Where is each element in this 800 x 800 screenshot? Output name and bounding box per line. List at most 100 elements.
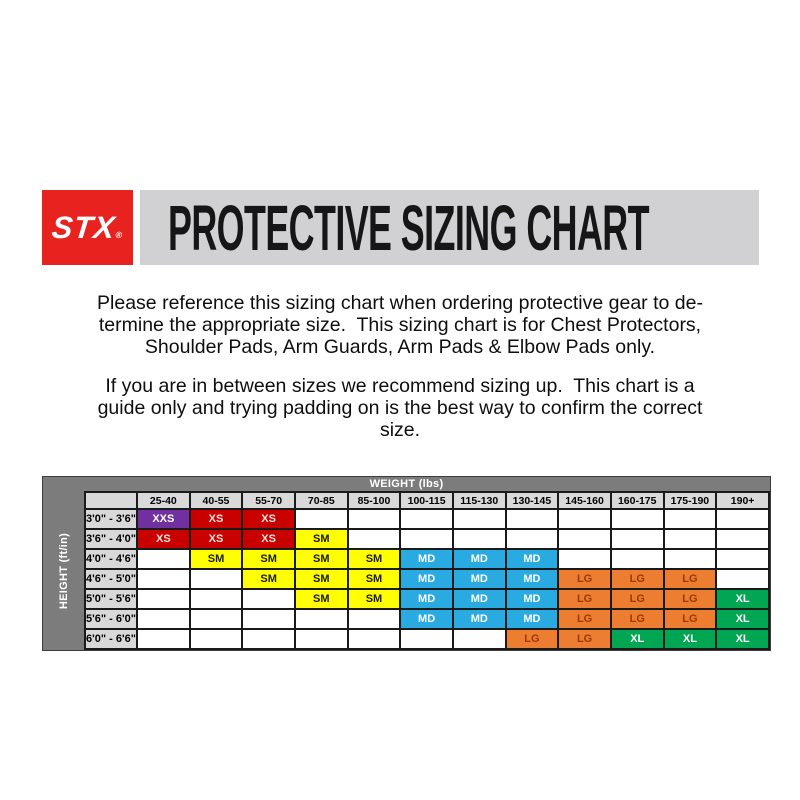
size-cell: XS bbox=[241, 528, 296, 550]
size-cell: LG bbox=[662, 568, 718, 590]
size-cell: LG bbox=[609, 568, 665, 590]
size-cell: MD bbox=[399, 568, 454, 590]
empty-cell bbox=[715, 508, 770, 530]
size-cell: XS bbox=[188, 508, 244, 530]
size-cell: XS bbox=[241, 508, 296, 530]
size-cell: MD bbox=[451, 568, 507, 590]
stx-logo: STX® bbox=[42, 190, 133, 265]
size-cell: XL bbox=[715, 588, 770, 610]
intro-text: Please reference this sizing chart when … bbox=[0, 292, 800, 441]
empty-cell bbox=[241, 608, 296, 630]
empty-cell bbox=[188, 628, 244, 650]
empty-cell bbox=[136, 588, 191, 610]
size-cell: SM bbox=[293, 528, 349, 550]
size-cell: SM bbox=[188, 548, 244, 570]
empty-cell bbox=[346, 528, 402, 550]
empty-cell bbox=[504, 528, 560, 550]
empty-cell bbox=[557, 548, 612, 570]
weight-col-header: 160-175 bbox=[609, 491, 665, 510]
size-cell: MD bbox=[399, 608, 454, 630]
empty-cell bbox=[293, 508, 349, 530]
size-cell: XS bbox=[188, 528, 244, 550]
size-cell: MD bbox=[399, 548, 454, 570]
size-cell: MD bbox=[451, 588, 507, 610]
empty-cell bbox=[451, 628, 507, 650]
table-row: 4'0" - 4'6" SM SM SM SM MD MD MD bbox=[84, 548, 770, 570]
size-cell: MD bbox=[399, 588, 454, 610]
size-cell: XXS bbox=[136, 508, 191, 530]
empty-cell bbox=[504, 508, 560, 530]
height-row-header: 4'0" - 4'6" bbox=[84, 548, 138, 570]
empty-cell bbox=[609, 528, 665, 550]
intro-paragraph-1: Please reference this sizing chart when … bbox=[97, 292, 703, 358]
weight-col-header: 130-145 bbox=[504, 491, 560, 510]
height-row-header: 3'6" - 4'0" bbox=[84, 528, 138, 550]
size-cell: LG bbox=[504, 628, 560, 650]
weight-axis-label: WEIGHT (lbs) bbox=[43, 477, 770, 491]
weight-col-header: 175-190 bbox=[662, 491, 718, 510]
size-cell: SM bbox=[241, 568, 296, 590]
weight-col-header: 115-130 bbox=[451, 491, 507, 510]
column-header-row: 25-40 40-55 55-70 70-85 85-100 100-115 115-130… bbox=[84, 491, 770, 510]
size-cell: XL bbox=[715, 608, 770, 630]
registered-mark-icon: ® bbox=[114, 230, 124, 240]
height-axis-label: HEIGHT (ft/in) bbox=[57, 532, 70, 609]
empty-cell bbox=[188, 588, 244, 610]
size-cell: XL bbox=[609, 628, 665, 650]
empty-cell bbox=[662, 508, 718, 530]
empty-cell bbox=[241, 628, 296, 650]
size-cell: SM bbox=[346, 568, 402, 590]
weight-col-header: 70-85 bbox=[293, 491, 349, 510]
size-cell: XS bbox=[136, 528, 191, 550]
corner-cell bbox=[84, 491, 138, 510]
empty-cell bbox=[346, 508, 402, 530]
empty-cell bbox=[241, 588, 296, 610]
size-cell: LG bbox=[557, 628, 612, 650]
size-cell: SM bbox=[293, 568, 349, 590]
empty-cell bbox=[662, 528, 718, 550]
weight-col-header: 25-40 bbox=[136, 491, 191, 510]
header-bar: STX® PROTECTIVE SIZING CHART bbox=[42, 190, 759, 265]
empty-cell bbox=[662, 548, 718, 570]
sizing-table-body: HEIGHT (ft/in) 25-40 40-55 55-70 70-85 85-10… bbox=[43, 491, 770, 650]
empty-cell bbox=[293, 628, 349, 650]
size-cell: LG bbox=[609, 608, 665, 630]
size-cell: MD bbox=[451, 548, 507, 570]
size-cell: SM bbox=[241, 548, 296, 570]
empty-cell bbox=[715, 528, 770, 550]
empty-cell bbox=[136, 628, 191, 650]
table-row: 5'6" - 6'0" MD MD MD LG LG LG XL bbox=[84, 608, 770, 630]
height-row-header: 5'6" - 6'0" bbox=[84, 608, 138, 630]
empty-cell bbox=[399, 528, 454, 550]
height-row-header: 6'0" - 6'6" bbox=[84, 628, 138, 650]
sizing-table: WEIGHT (lbs) HEIGHT (ft/in) 25-40 40-55 55… bbox=[42, 476, 771, 651]
table-row: 4'6" - 5'0" SM SM SM MD MD MD LG LG LG bbox=[84, 568, 770, 590]
size-cell: XL bbox=[715, 628, 770, 650]
height-row-header: 5'0" - 5'6" bbox=[84, 588, 138, 610]
size-cell: LG bbox=[662, 608, 718, 630]
empty-cell bbox=[715, 548, 770, 570]
stx-logo-text: STX® bbox=[50, 210, 125, 245]
empty-cell bbox=[346, 608, 402, 630]
weight-col-header: 55-70 bbox=[241, 491, 296, 510]
table-row: 3'0" - 3'6" XXS XS XS bbox=[84, 508, 770, 530]
empty-cell bbox=[451, 508, 507, 530]
size-cell: XL bbox=[662, 628, 718, 650]
size-cell: SM bbox=[346, 548, 402, 570]
size-cell: MD bbox=[504, 588, 560, 610]
size-cell: MD bbox=[504, 548, 560, 570]
empty-cell bbox=[557, 508, 612, 530]
empty-cell bbox=[609, 508, 665, 530]
size-cell: SM bbox=[293, 588, 349, 610]
size-cell: LG bbox=[609, 588, 665, 610]
size-cell: MD bbox=[504, 568, 560, 590]
empty-cell bbox=[188, 568, 244, 590]
empty-cell bbox=[346, 628, 402, 650]
size-cell: MD bbox=[451, 608, 507, 630]
empty-cell bbox=[136, 608, 191, 630]
empty-cell bbox=[136, 568, 191, 590]
weight-col-header: 40-55 bbox=[188, 491, 244, 510]
size-cell: LG bbox=[557, 608, 612, 630]
height-row-header: 4'6" - 5'0" bbox=[84, 568, 138, 590]
